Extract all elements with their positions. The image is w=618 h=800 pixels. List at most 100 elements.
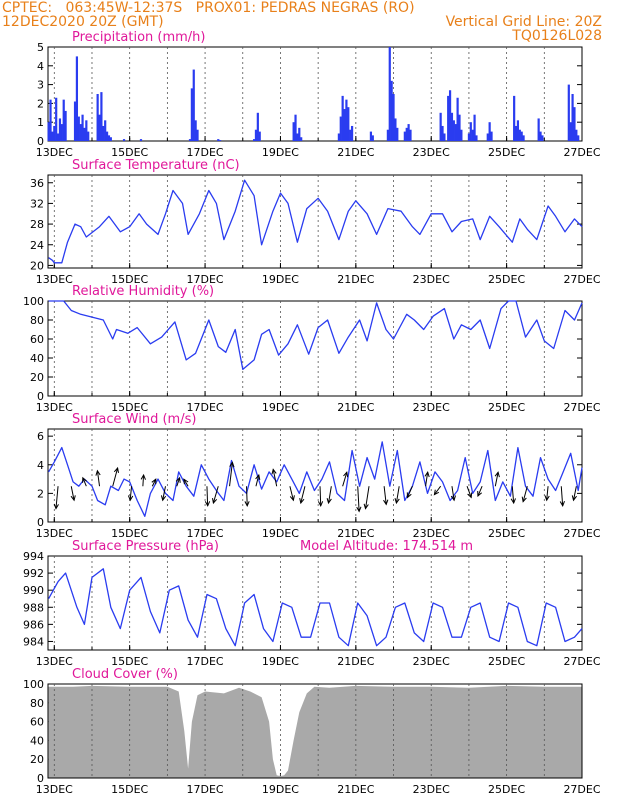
precip-bar [252, 139, 256, 141]
precip-bar [102, 125, 105, 141]
precip-bar [403, 131, 406, 141]
rh-xtick-label: 23DEC [413, 401, 450, 414]
cloud-ytick-label: 40 [30, 734, 44, 747]
wind-vector [365, 486, 370, 509]
wind-vector-head [450, 495, 456, 502]
press-ytick-label: 988 [23, 601, 44, 614]
rh-xtick-label: 25DEC [488, 401, 525, 414]
precip-bar [458, 114, 461, 141]
press-ytick-label: 986 [23, 618, 44, 631]
wind-vector [82, 477, 87, 487]
cloud-xtick-label: 13DEC [36, 783, 73, 796]
wind-title: Surface Wind (m/s) [72, 412, 196, 427]
precip-bar [256, 112, 259, 141]
rh-xtick-label: 17DEC [187, 401, 224, 414]
wind-vector-head [510, 498, 516, 505]
precip-bar [450, 112, 454, 141]
precip-bar [194, 120, 197, 141]
cloud-xtick-label: 27DEC [563, 783, 600, 796]
precip-bar [337, 133, 340, 141]
precip-bar [567, 84, 570, 141]
rh-ytick-label: 20 [30, 371, 44, 384]
precip-xtick-label: 21DEC [337, 146, 374, 159]
precip-bar [298, 127, 301, 141]
temp-ytick-label: 32 [30, 197, 44, 210]
rh-ytick-label: 40 [30, 352, 44, 365]
precip-bar [196, 129, 199, 141]
temp-ytick-label: 24 [30, 239, 44, 252]
cloud-area [48, 685, 583, 778]
precip-bar [292, 122, 295, 141]
precip-bar [79, 124, 82, 141]
precip-bar [87, 131, 90, 141]
precip-bar [60, 124, 63, 141]
precip-bar [294, 114, 297, 141]
header-date: 12DEC2020 20Z (GMT) [2, 14, 164, 30]
rh-ytick-label: 100 [23, 295, 44, 308]
rh-line [48, 300, 583, 371]
precip-bar [518, 129, 521, 141]
precip-bar [83, 127, 86, 141]
rh-xtick-label: 21DEC [337, 401, 374, 414]
wind-vector-head [356, 506, 362, 513]
wind-vector [319, 486, 322, 506]
wind-vector [142, 474, 145, 487]
cloud-title: Cloud Cover (%) [72, 667, 178, 682]
rh-ytick-label: 60 [30, 333, 44, 346]
cloud-xtick-label: 17DEC [187, 783, 224, 796]
press-subtitle: Model Altitude: 174.514 m [300, 539, 473, 554]
precip-bar [516, 120, 520, 141]
precip-bar [456, 97, 459, 141]
precip-bar [73, 101, 77, 141]
precip-bar [192, 69, 195, 141]
temp-xtick-label: 13DEC [36, 273, 73, 286]
precip-bar [573, 107, 576, 141]
wind-vector-head [559, 501, 565, 507]
temp-title: Surface Temperature (nC) [72, 158, 240, 173]
wind-vector-head [244, 501, 250, 507]
precip-bar [452, 120, 455, 141]
precip-bar [369, 131, 373, 141]
temp-ytick-label: 36 [30, 177, 44, 190]
rh-title: Relative Humidity (%) [72, 284, 214, 299]
wind-vector-head [229, 461, 235, 468]
rh-frame [47, 300, 583, 397]
wind-vector-head [255, 473, 261, 480]
wind-vector-head [183, 478, 189, 485]
wind-vector [255, 474, 260, 487]
wind-vector [573, 486, 577, 501]
precip-bar [100, 92, 103, 141]
wind-vector-head [571, 495, 577, 502]
press-xtick-label: 13DEC [36, 655, 73, 668]
precip-bar [469, 122, 472, 141]
wind-vector-head [394, 498, 400, 505]
precip-bar [51, 131, 54, 141]
wind-ytick-label: 4 [37, 459, 44, 472]
temp-xtick-label: 23DEC [413, 273, 450, 286]
wind-vector-head [383, 499, 389, 506]
wind-vector-head [82, 476, 87, 483]
precip-ytick-label: 1 [37, 116, 44, 129]
wind-vector-head [521, 496, 527, 503]
precip-bar [447, 95, 450, 141]
wind-vector [425, 472, 429, 487]
press-ytick-label: 994 [23, 550, 44, 563]
press-xtick-label: 25DEC [488, 655, 525, 668]
wind-xtick-label: 21DEC [337, 527, 374, 540]
wind-vector-head [363, 503, 369, 510]
precip-bar [96, 94, 99, 141]
temp-line [48, 179, 583, 264]
wind-vector-head [326, 498, 332, 505]
temp-xtick-label: 25DEC [488, 273, 525, 286]
wind-vector-head [467, 492, 473, 499]
wind-xtick-label: 17DEC [187, 527, 224, 540]
temp-xtick-label: 21DEC [337, 273, 374, 286]
precip-bar [569, 122, 572, 141]
wind-vector [511, 486, 515, 504]
header-model-id: TQ0126L028 [512, 28, 602, 44]
precip-title: Precipitation (mm/h) [72, 30, 205, 45]
precip-bar [58, 118, 62, 141]
wind-vector [229, 462, 233, 487]
precip-bar [75, 56, 79, 141]
temp-frame [47, 174, 583, 269]
